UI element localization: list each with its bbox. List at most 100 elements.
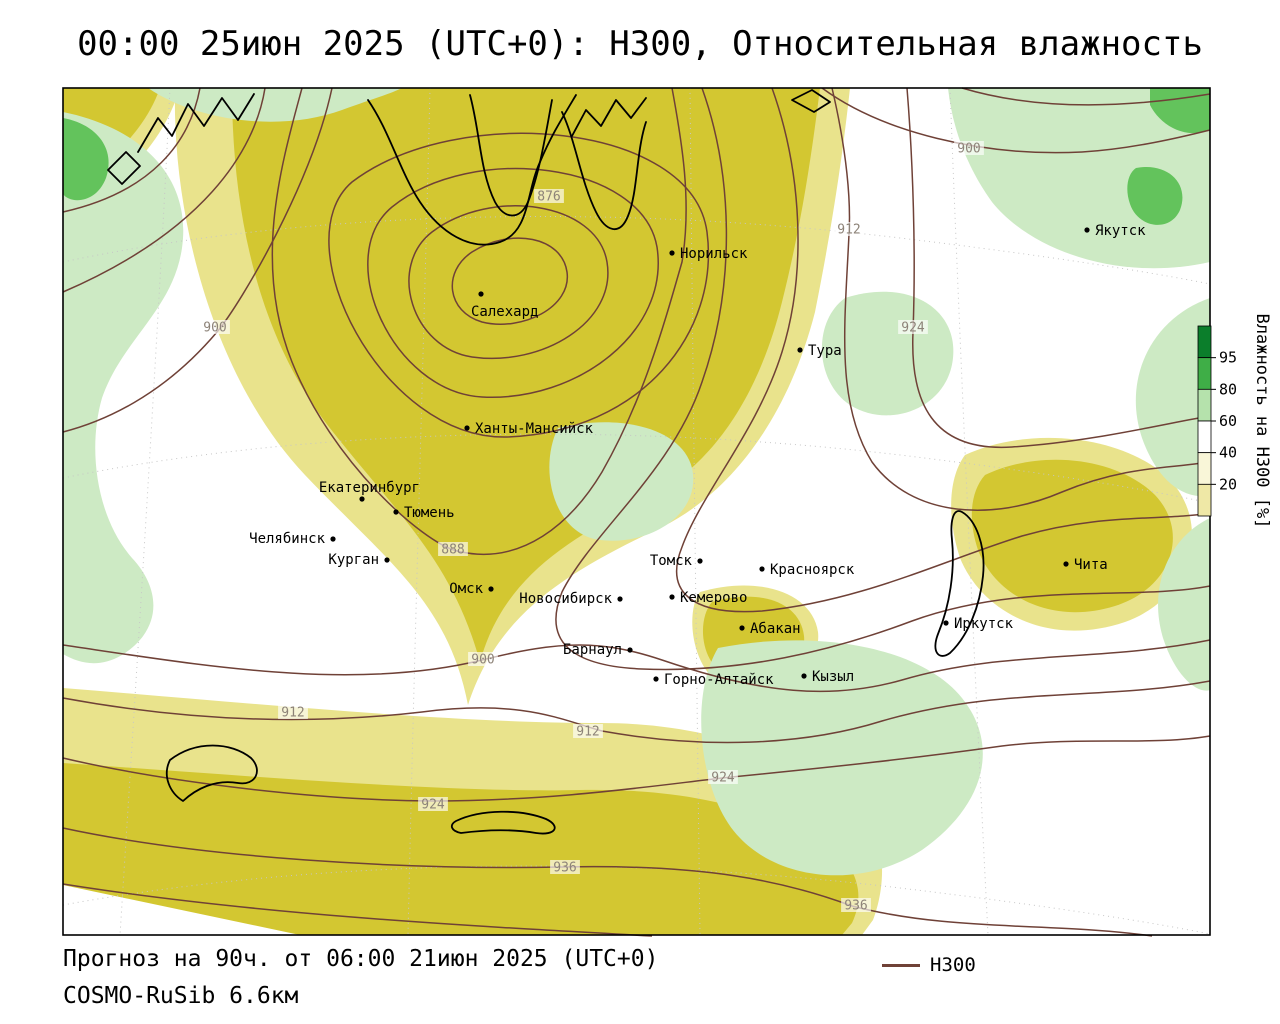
humidity-region (63, 763, 859, 935)
humidity-region (1127, 167, 1183, 225)
isoline-label: 936 (553, 861, 576, 876)
city-label: Омск (449, 581, 483, 597)
isoline-900 (367, 167, 659, 398)
city-label: Томск (650, 553, 693, 569)
lake-baikal (934, 510, 985, 657)
lake-zaysan (450, 810, 556, 835)
isoline-layer (62, 87, 1211, 937)
isoline-label: 912 (281, 706, 304, 721)
city-dot (669, 594, 675, 600)
isoline-label-bg (468, 652, 498, 666)
city-label: Салехард (471, 304, 538, 320)
colorbar-tick-label: 80 (1219, 380, 1237, 398)
colorbar-segment (1197, 325, 1212, 359)
city-label: Горно-Алтайск (664, 672, 774, 688)
isoline (62, 87, 201, 213)
coastline-layer (107, 89, 985, 835)
isoline (62, 883, 653, 937)
graticule-line (62, 215, 1211, 285)
model-info: COSMO-RuSib 6.6км (63, 983, 299, 1009)
isoline (961, 87, 1211, 106)
isoline-936-south (62, 827, 1153, 937)
city-dot (797, 347, 803, 353)
graticule-layer (62, 87, 1211, 936)
isoline-label-bg (278, 705, 308, 719)
colorbar: 95 80 60 40 20 Влажность на H300 [%] (1197, 314, 1272, 528)
graticule-line (119, 87, 171, 936)
isoline-label: 912 (837, 223, 860, 238)
coastline-taz-estuary (561, 111, 647, 230)
isoline-label-bg (573, 724, 603, 738)
isoline-label-bg (834, 222, 864, 236)
colorbar-segment (1197, 483, 1212, 517)
isoline (555, 87, 1211, 671)
h300-legend-label: H300 (930, 954, 976, 976)
isoline-912-east (831, 87, 1211, 511)
humidity-region (232, 88, 820, 662)
humidity-region (549, 422, 694, 541)
city-label: Иркутск (954, 616, 1014, 632)
city-label: Тура (808, 343, 842, 359)
city-dot (759, 566, 765, 572)
humidity-region (63, 112, 184, 664)
isoline-label: 876 (537, 190, 560, 205)
humidity-region (948, 88, 1210, 269)
isoline-label-bg (550, 860, 580, 874)
isoline-label: 888 (441, 543, 464, 558)
isoline-876 (451, 237, 568, 325)
humidity-region (971, 459, 1173, 613)
isoline-888-outer (271, 87, 687, 556)
city-dot (943, 620, 949, 626)
isoline-legend: H300 (882, 954, 976, 976)
h300-line-sample (882, 963, 920, 967)
city-dot (478, 291, 484, 297)
isoline-label-bg (438, 542, 468, 556)
city-label: Абакан (750, 621, 801, 637)
city-label: Барнаул (563, 642, 622, 658)
city-label: Красноярск (770, 562, 855, 578)
isoline-label: 900 (203, 321, 226, 336)
city-dot (739, 625, 745, 631)
forecast-info: Прогноз на 90ч. от 06:00 21июн 2025 (UTC… (63, 946, 659, 972)
isoline-924-south (62, 735, 1211, 802)
isoline (676, 87, 1211, 613)
isoline-900-south (62, 639, 1211, 693)
city-dot (627, 647, 633, 653)
city-label: Норильск (680, 246, 748, 262)
colorbar-tick-label: 95 (1219, 349, 1237, 367)
colorbar-tick-label: 40 (1219, 444, 1237, 462)
isoline-label: 900 (957, 142, 980, 157)
city-label: Екатеринбург (319, 480, 420, 496)
city-dot (697, 558, 703, 564)
city-label: Ханты-Мансийск (475, 421, 594, 437)
isoline-label-bg (534, 189, 564, 203)
city-dot (384, 557, 390, 563)
city-dot (801, 673, 807, 679)
colorbar-segment (1197, 452, 1212, 485)
page-title: 00:00 25июн 2025 (UTC+0): H300, Относите… (77, 24, 1203, 64)
city-dot (617, 596, 623, 602)
city-label: Челябинск (249, 531, 325, 547)
city-dot (359, 496, 365, 502)
city-dot (330, 536, 336, 542)
isoline-label: 924 (421, 798, 445, 813)
city-dot (464, 425, 470, 431)
isoline-label: 924 (711, 771, 735, 786)
colorbar-segment (1197, 388, 1212, 422)
coastline-arctic-islands (137, 93, 255, 153)
graticule-line (407, 87, 431, 936)
isoline-900-northeast (821, 87, 1211, 154)
isoline-label-bg (708, 770, 738, 784)
humidity-region (1150, 88, 1210, 134)
humidity-region (1158, 518, 1210, 691)
city-dot (1084, 227, 1090, 233)
isoline-label-bg (418, 797, 448, 811)
city-layer: Норильск Якутск Салехард Тура Ханты-Мансийск… (249, 223, 1146, 688)
city-dot (393, 509, 399, 515)
isoline-label: 936 (844, 899, 867, 914)
humidity-region (63, 118, 109, 201)
isoline-label: 912 (576, 725, 599, 740)
graticule-line (949, 87, 989, 936)
city-dot (669, 250, 675, 256)
